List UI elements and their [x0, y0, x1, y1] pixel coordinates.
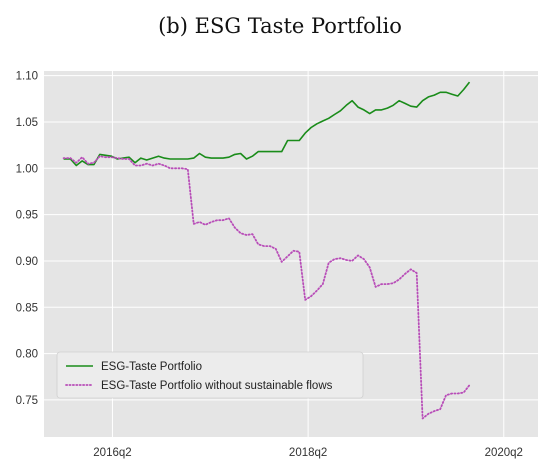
x-tick-label: 2016q2: [93, 447, 131, 459]
legend: ESG-Taste Portfolio ESG-Taste Portfolio …: [56, 351, 364, 399]
legend-box: [56, 351, 364, 399]
legend-label-esg-taste: ESG-Taste Portfolio: [101, 361, 202, 373]
y-tick-label: 1.10: [16, 71, 38, 83]
series-layer: [62, 81, 471, 420]
x-tick-label: 2020q2: [485, 447, 523, 459]
series-line-esg-taste: [63, 81, 471, 167]
x-axis-ticks: 2016q2 2018q2 2020q2: [93, 447, 523, 459]
y-tick-label: 0.90: [16, 256, 38, 268]
y-tick-label: 0.75: [16, 395, 38, 407]
y-tick-label: 0.80: [16, 349, 38, 361]
y-axis-ticks: 0.75 0.80 0.85 0.90 0.95 1.00 1.05 1.10: [16, 71, 38, 407]
grid-lines: [44, 71, 538, 437]
y-tick-label: 1.05: [16, 117, 38, 129]
x-tick-label: 2018q2: [289, 447, 327, 459]
chart-title: (b) ESG Taste Portfolio: [158, 14, 402, 38]
y-tick-label: 1.00: [16, 163, 38, 175]
y-tick-label: 0.95: [16, 210, 38, 222]
series-line-without-sustainable-flows: [62, 155, 471, 420]
y-tick-label: 0.85: [16, 302, 38, 314]
legend-label-without-sustainable-flows: ESG-Taste Portfolio without sustainable …: [101, 380, 333, 392]
